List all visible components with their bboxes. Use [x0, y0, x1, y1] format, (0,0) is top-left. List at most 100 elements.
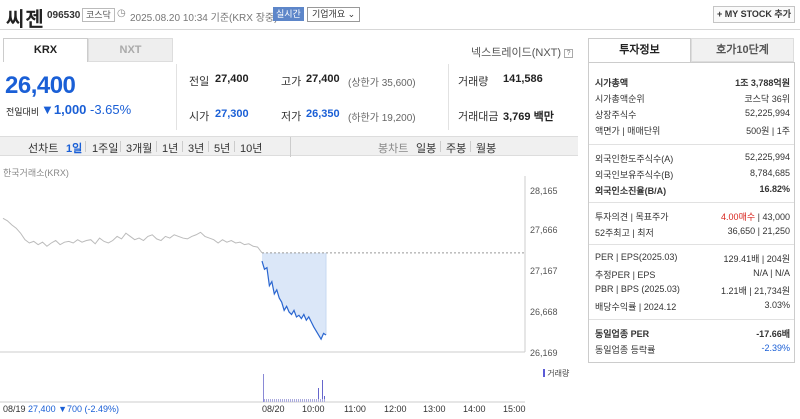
period-1d[interactable]: 1일 — [66, 143, 83, 155]
tab-krx[interactable]: KRX — [3, 38, 88, 62]
prev-close-value: 27,400 — [215, 73, 249, 85]
par-value-row: 액면가 | 매매단위 500원 | 1주 — [595, 126, 790, 136]
lower-limit: (하한가 19,200) — [348, 113, 416, 124]
x-tick: 12:00 — [384, 404, 407, 414]
volume-bar — [272, 399, 273, 402]
volume-bar — [274, 399, 275, 402]
price-chart[interactable] — [0, 176, 578, 404]
x-tick: 08/20 — [262, 404, 285, 414]
volume-bar — [320, 399, 321, 402]
volume-bar — [306, 399, 307, 402]
quote-datetime: 2025.08.20 10:34 기준(KRX 장중) — [130, 13, 278, 24]
high-value: 27,400 — [306, 73, 340, 85]
divider — [589, 202, 794, 203]
listed-shares-row: 상장주식수 52,225,994 — [595, 108, 790, 120]
period-bar: 선차트 1일 1주일 3개월 1년 3년 5년 10년 봉차트 일봉 주봉 월봉 — [0, 136, 578, 157]
prev-day-line — [2, 217, 263, 254]
volume-bar — [292, 399, 293, 402]
per-eps-row: PER | EPS(2025.03) 129.41배 | 204원 — [595, 252, 790, 264]
add-my-stock-button[interactable]: + MY STOCK 추가 — [713, 6, 795, 23]
invest-info-panel: 투자정보 호가10단계 시가총액 1조 3,788억원 시가총액순위 코스닥 36위… — [588, 38, 795, 363]
volume-value: 141,586 — [503, 73, 543, 85]
divider — [208, 141, 209, 152]
volume-bar — [300, 399, 301, 402]
period-1w[interactable]: 1주일 — [92, 143, 119, 155]
period-3y[interactable]: 3년 — [188, 143, 205, 155]
divider — [440, 141, 441, 152]
divider — [176, 64, 177, 130]
divider — [156, 141, 157, 152]
period-10y[interactable]: 10년 — [240, 143, 263, 155]
divider — [182, 141, 183, 152]
foreign-holding-row: 외국인보유주식수(B) 8,784,685 — [595, 168, 790, 180]
exchange-tabs: KRX NXT — [3, 38, 174, 62]
y-tick: 26,668 — [530, 307, 558, 317]
volume-bar — [298, 399, 299, 402]
chevron-down-icon: ⌄ — [347, 9, 356, 19]
company-overview-button[interactable]: 기업개요 ⌄ — [307, 7, 361, 22]
stock-name: 씨젠 — [6, 9, 45, 31]
candle-monthly[interactable]: 월봉 — [476, 143, 497, 155]
x-tick: 10:00 — [302, 404, 325, 414]
period-1y[interactable]: 1년 — [162, 143, 179, 155]
tab-orderbook[interactable]: 호가10단계 — [691, 38, 794, 62]
candle-chart-label: 봉차트 — [378, 143, 409, 155]
period-3m[interactable]: 3개월 — [126, 143, 153, 155]
y-tick: 26,169 — [530, 348, 558, 358]
volume-bar — [312, 399, 313, 402]
amount-value: 3,769 백만 — [503, 111, 554, 123]
help-icon[interactable]: ? — [564, 49, 574, 58]
divider — [589, 244, 794, 245]
opinion-row: 투자의견 | 목표주가 4.00매수 | 43,000 — [595, 212, 790, 222]
invest-info-body: 시가총액 1조 3,788억원 시가총액순위 코스닥 36위 상장주식수 52,225… — [588, 62, 795, 363]
foreign-ratio-row: 외국인소진율(B/A) 16.82% — [595, 184, 790, 196]
market-cap-row: 시가총액 1조 3,788억원 — [595, 78, 790, 88]
divider — [85, 141, 86, 152]
volume-bar — [308, 399, 309, 402]
volume-bar — [286, 399, 287, 402]
divider — [589, 144, 794, 145]
low-value: 26,350 — [306, 108, 340, 120]
price-change-percent: -3.65% — [90, 102, 132, 117]
industry-rate-row: 동일업종 등락률 -2.39% — [595, 343, 790, 355]
candle-daily[interactable]: 일봉 — [416, 143, 437, 155]
est-per-row: 추정PER | EPS N/A | N/A — [595, 268, 790, 280]
volume-legend: 거래량 — [543, 368, 569, 379]
volume-bar — [284, 399, 285, 402]
week52-row: 52주최고 | 최저 36,650 | 21,250 — [595, 226, 790, 238]
volume-bar — [268, 399, 269, 402]
volume-bar — [322, 380, 323, 402]
stock-header: 씨젠 096530 코스닥 ◷ 2025.08.20 10:34 기준(KRX … — [0, 0, 800, 31]
prev-day-summary: 08/19 27,400 ▼700 (-2.49%) — [3, 404, 120, 414]
volume-bar — [266, 399, 267, 402]
volume-bar — [264, 399, 265, 402]
volume-bar — [304, 399, 305, 402]
y-tick: 27,167 — [530, 266, 558, 276]
nextrade-link[interactable]: 넥스트레이드(NXT) ? — [471, 44, 574, 60]
tab-invest-info[interactable]: 투자정보 — [588, 38, 691, 62]
volume-label: 거래량 — [458, 76, 489, 88]
volume-bar — [294, 399, 295, 402]
pbr-bps-row: PBR | BPS (2025.03) 1.21배 | 21,734원 — [595, 284, 790, 296]
upper-limit: (상한가 35,600) — [348, 78, 416, 89]
realtime-button[interactable]: 실시간 — [273, 7, 304, 21]
y-tick: 27,666 — [530, 225, 558, 235]
candle-weekly[interactable]: 주봉 — [446, 143, 467, 155]
high-label: 고가 — [281, 76, 302, 88]
tab-nxt[interactable]: NXT — [88, 38, 173, 62]
volume-bar — [324, 399, 325, 402]
low-label: 저가 — [281, 111, 302, 123]
open-label: 시가 — [189, 111, 210, 123]
x-tick: 11:00 — [344, 404, 366, 414]
period-5y[interactable]: 5년 — [214, 143, 231, 155]
x-tick: 14:00 — [463, 404, 486, 414]
volume-bar — [322, 399, 323, 402]
clock-icon: ◷ — [117, 8, 126, 19]
divider — [120, 141, 121, 152]
volume-bar — [276, 399, 277, 402]
industry-per-row: 동일업종 PER -17.66배 — [595, 329, 790, 339]
volume-bar — [302, 399, 303, 402]
volume-bar — [263, 374, 264, 402]
x-tick: 13:00 — [423, 404, 446, 414]
volume-bar — [296, 399, 297, 402]
